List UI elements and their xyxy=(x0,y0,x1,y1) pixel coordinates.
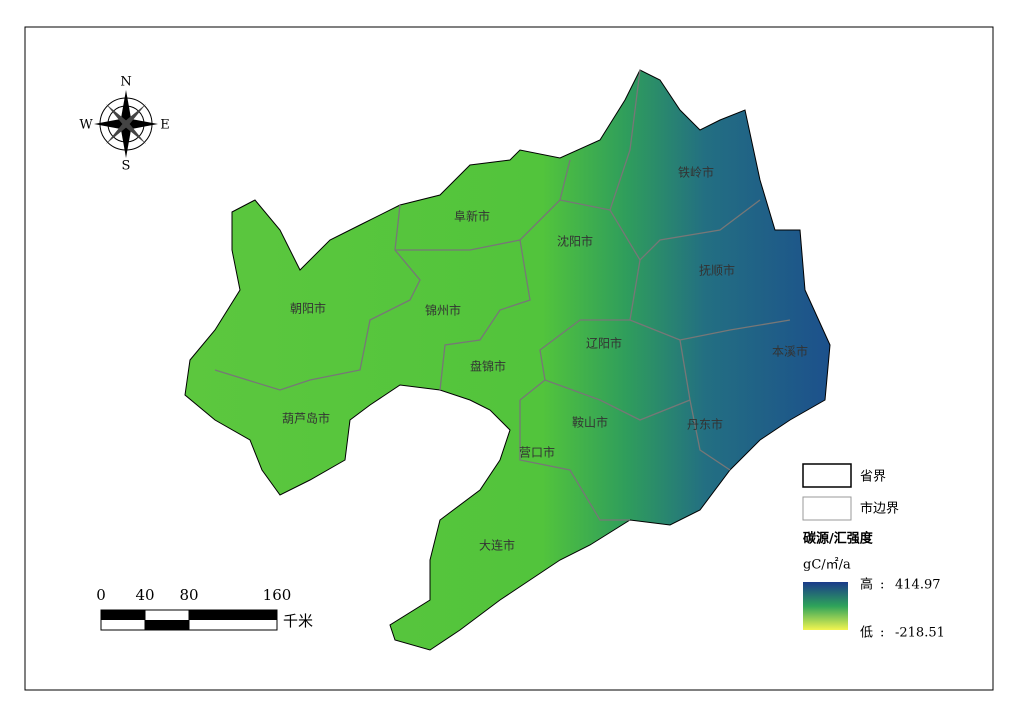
city-label: 本溪市 xyxy=(772,344,808,359)
city-label: 锦州市 xyxy=(425,303,461,318)
city-label: 盘锦市 xyxy=(470,359,506,374)
legend-unit: gC/㎡/a xyxy=(803,558,851,573)
legend-label: 省界 xyxy=(860,470,886,485)
scale-tick-label: 40 xyxy=(135,586,154,604)
city-label: 铁岭市 xyxy=(678,165,714,180)
legend-title: 碳源/汇强度 xyxy=(803,531,874,547)
frame xyxy=(24,26,994,691)
scale-tick-label: 0 xyxy=(96,586,106,604)
legend-label: 市边界 xyxy=(860,501,899,517)
city-labels: 铁岭市 阜新市 沈阳市 抚顺市 朝阳市 锦州市 辽阳市 本溪市 盘锦市 葫芦岛市… xyxy=(282,165,808,553)
scale-segment xyxy=(101,610,145,620)
scale-unit: 千米 xyxy=(283,612,313,630)
city-label: 阜新市 xyxy=(454,209,490,224)
legend-low-label: 低 xyxy=(860,626,873,641)
city-label: 沈阳市 xyxy=(557,234,593,249)
city-label: 抚顺市 xyxy=(699,263,735,278)
city-label: 鞍山市 xyxy=(572,415,608,430)
legend-swatch xyxy=(802,463,852,488)
scale-bar: 0 40 80 160 千米 xyxy=(96,586,313,631)
city-label: 丹东市 xyxy=(687,417,723,432)
legend: 省界 市边界 碳源/汇强度 gC/㎡/a 高 : 414.97 低 : -218… xyxy=(802,463,945,641)
city-label: 朝阳市 xyxy=(290,301,326,316)
compass-n: N xyxy=(120,75,131,90)
compass-w: W xyxy=(79,118,93,133)
compass-s: S xyxy=(122,159,131,174)
scale-segment xyxy=(189,610,277,620)
city-label: 葫芦岛市 xyxy=(282,411,330,426)
legend-separator: : xyxy=(880,626,884,641)
legend-high-value: 414.97 xyxy=(895,578,941,593)
compass: N S E W xyxy=(79,75,169,174)
scale-tick-label: 160 xyxy=(263,586,292,604)
city-label: 辽阳市 xyxy=(586,336,622,351)
city-label: 营口市 xyxy=(519,445,555,460)
province xyxy=(184,69,831,651)
city-label: 大连市 xyxy=(479,538,515,553)
scale-segment xyxy=(145,620,189,630)
city-boundaries xyxy=(214,69,791,521)
color-ramp xyxy=(803,582,848,630)
legend-swatch xyxy=(802,496,852,521)
legend-separator: : xyxy=(880,578,884,593)
compass-e: E xyxy=(160,118,170,133)
scale-tick-label: 80 xyxy=(179,586,198,604)
legend-low-value: -218.51 xyxy=(895,626,945,641)
legend-high-label: 高 xyxy=(860,577,873,593)
